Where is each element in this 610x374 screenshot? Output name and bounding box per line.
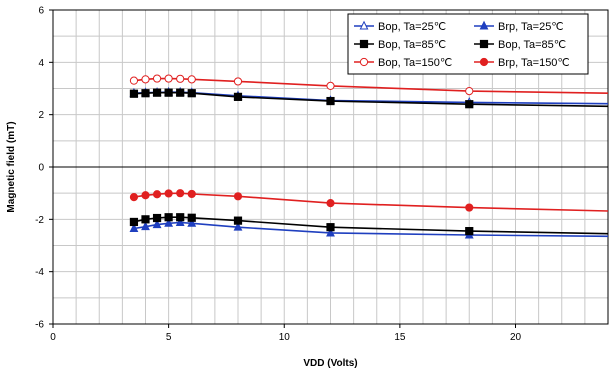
legend-label: Bop, Ta=25℃	[378, 21, 446, 33]
data-point	[164, 213, 173, 222]
data-point	[465, 100, 474, 109]
legend-entry: Bop, Ta=85℃	[354, 39, 446, 51]
tick-labels: 0 5 10 15 20 -6 -4 -2 0 2 4 6	[35, 6, 521, 344]
data-point	[233, 221, 243, 231]
data-point	[129, 223, 139, 232]
legend-entry: Bop, Ta=85℃	[474, 39, 566, 51]
data-point	[187, 189, 196, 199]
legend-label: Bop, Ta=150℃	[378, 57, 452, 69]
legend-label: Bop, Ta=85℃	[378, 39, 446, 51]
x-tick-label: 15	[394, 332, 406, 343]
data-point	[465, 87, 474, 96]
y-tick-label: -4	[35, 267, 44, 278]
y-tick-label: 2	[38, 110, 44, 121]
data-point	[141, 221, 150, 231]
data-point	[141, 191, 150, 200]
data-point	[465, 203, 474, 212]
legend-entry: Brp, Ta=150℃	[474, 57, 570, 69]
data-point	[164, 74, 173, 83]
data-point	[187, 217, 197, 227]
x-tick-label: 10	[279, 332, 291, 343]
legend-entry: Bop, Ta=150℃	[354, 57, 452, 69]
data-point	[326, 223, 335, 232]
y-tick-label: 0	[38, 163, 44, 174]
y-tick-label: -6	[35, 320, 44, 331]
data-point	[129, 76, 139, 85]
series-line	[133, 91, 609, 108]
legend-marker	[479, 39, 489, 49]
data-point	[152, 190, 162, 199]
data-point	[141, 75, 150, 84]
x-tick-label: 0	[50, 332, 56, 343]
data-point	[326, 199, 335, 208]
series-3	[129, 88, 609, 109]
data-point	[233, 216, 243, 225]
data-point	[176, 189, 185, 198]
series-4	[129, 213, 609, 236]
series-line	[133, 216, 609, 235]
data-point	[176, 74, 185, 83]
legend-label: Brp, Ta=150℃	[498, 57, 570, 69]
data-point	[152, 219, 162, 229]
series-5	[129, 74, 609, 96]
y-axis-title: Magnetic field (mT)	[6, 121, 17, 212]
data-point	[176, 88, 185, 97]
data-point	[326, 227, 335, 237]
data-point	[233, 77, 243, 86]
series-layer	[129, 74, 609, 239]
y-tick-label: 6	[38, 6, 44, 17]
data-point	[129, 192, 139, 202]
data-point	[152, 88, 162, 97]
data-point	[129, 89, 139, 98]
x-tick-label: 20	[510, 332, 522, 343]
legend-marker	[479, 20, 489, 30]
legend-marker	[479, 57, 489, 67]
legend-marker	[359, 20, 369, 30]
series-2	[129, 217, 609, 239]
legend-entry: Bop, Ta=25℃	[354, 20, 446, 33]
data-point	[141, 89, 150, 98]
data-point	[326, 96, 335, 106]
x-axis-title: VDD (Volts)	[303, 358, 357, 369]
data-point	[233, 192, 243, 201]
data-point	[152, 213, 162, 223]
series-line	[133, 77, 609, 94]
data-point	[152, 74, 162, 83]
data-point	[175, 217, 185, 226]
data-point	[164, 217, 174, 227]
series-6	[129, 189, 609, 212]
data-point	[187, 213, 196, 222]
data-point	[465, 227, 474, 236]
y-tick-label: -2	[35, 215, 44, 226]
data-point	[164, 189, 173, 198]
data-point	[187, 89, 196, 98]
data-point	[164, 88, 173, 97]
data-point	[187, 75, 196, 84]
data-point	[176, 213, 185, 222]
series-line	[133, 192, 609, 212]
legend-label: Bop, Ta=85℃	[498, 39, 566, 51]
legend-box	[347, 13, 589, 75]
legend-marker	[359, 57, 369, 67]
legend-marker	[359, 39, 369, 49]
x-tick-label: 5	[166, 332, 172, 343]
data-point	[233, 92, 243, 101]
legend: Bop, Ta=25℃ Brp, Ta=25℃ Bop, Ta=85℃ Bop, Ta…	[347, 13, 589, 75]
legend-label: Brp, Ta=25℃	[498, 21, 564, 33]
data-point	[326, 81, 335, 90]
data-point	[141, 215, 150, 224]
data-point	[129, 217, 139, 227]
series-line	[133, 221, 609, 238]
y-tick-label: 4	[38, 58, 44, 69]
legend-entry: Brp, Ta=25℃	[474, 20, 564, 33]
